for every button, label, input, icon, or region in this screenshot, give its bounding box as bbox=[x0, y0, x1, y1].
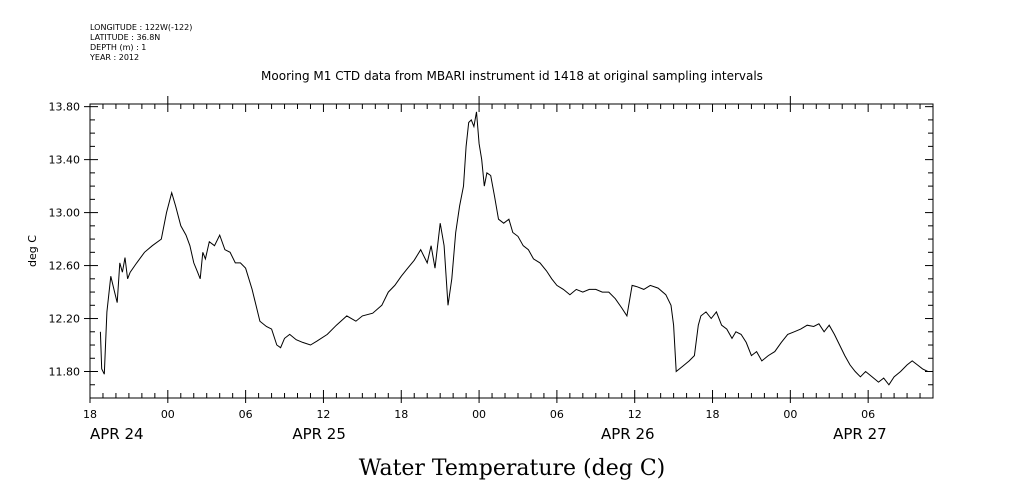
y-tick-labels: 11.80 12.20 12.60 13.00 13.40 13.80 bbox=[49, 101, 81, 379]
x-tick-label: 12 bbox=[316, 408, 330, 421]
date-label: APR 24 bbox=[90, 425, 144, 443]
y-tick-label: 11.80 bbox=[49, 366, 81, 379]
x-tick-label: 06 bbox=[861, 408, 875, 421]
x-tick-label: 18 bbox=[706, 408, 720, 421]
date-label: APR 26 bbox=[601, 425, 655, 443]
x-tick-label: 18 bbox=[394, 408, 408, 421]
y-tick-label: 12.60 bbox=[49, 260, 81, 273]
y-tick-label: 13.40 bbox=[49, 154, 81, 167]
y-axis-label: deg C bbox=[26, 235, 39, 267]
x-tick-label: 00 bbox=[783, 408, 797, 421]
date-label: APR 27 bbox=[833, 425, 887, 443]
longitude-label: LONGITUDE : 122W(-122) bbox=[90, 23, 192, 32]
x-tick-labels: 18 00 06 12 18 00 06 12 18 00 06 bbox=[83, 408, 875, 421]
date-label: APR 25 bbox=[292, 425, 346, 443]
x-tick-label: 12 bbox=[628, 408, 642, 421]
latitude-label: LATITUDE : 36.8N bbox=[90, 33, 160, 42]
y-tick-label: 13.00 bbox=[49, 207, 81, 220]
x-axis-label: Water Temperature (deg C) bbox=[359, 456, 666, 481]
x-tick-label: 18 bbox=[83, 408, 97, 421]
x-tick-label: 00 bbox=[161, 408, 175, 421]
x-tick-label: 06 bbox=[550, 408, 564, 421]
x-tick-label: 06 bbox=[239, 408, 253, 421]
y-tick-label: 13.80 bbox=[49, 101, 81, 114]
chart-title: Mooring M1 CTD data from MBARI instrumen… bbox=[261, 69, 763, 83]
date-labels: APR 24 APR 25 APR 26 APR 27 bbox=[90, 425, 887, 443]
year-label: YEAR : 2012 bbox=[89, 53, 139, 62]
depth-label: DEPTH (m) : 1 bbox=[90, 43, 146, 52]
x-tick-label: 00 bbox=[472, 408, 486, 421]
series-line bbox=[99, 111, 933, 386]
axis-ticks bbox=[84, 96, 934, 403]
y-tick-label: 12.20 bbox=[49, 313, 81, 326]
plot-frame bbox=[89, 103, 934, 399]
